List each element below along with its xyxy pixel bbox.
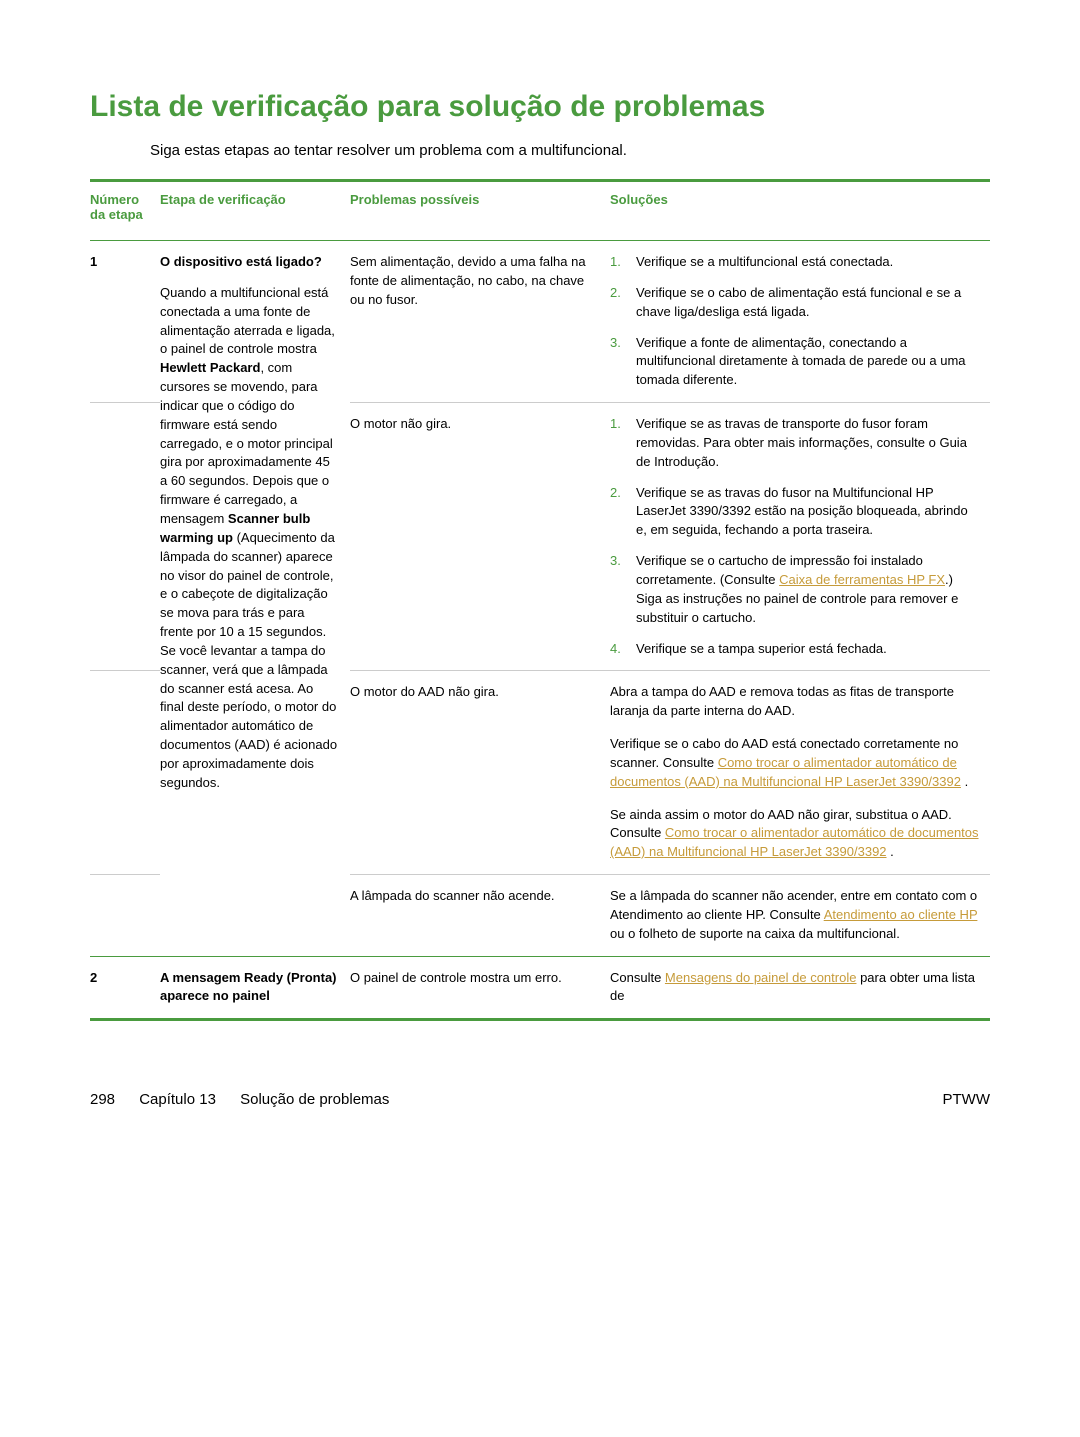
list-item: 2.Verifique se as travas do fusor na Mul…	[610, 484, 980, 541]
troubleshoot-table: Número da etapa Etapa de verificação Pro…	[90, 179, 990, 1021]
sol-text: Abra a tampa do AAD e remova todas as fi…	[610, 683, 980, 721]
page-title: Lista de verificação para solução de pro…	[90, 90, 990, 124]
th-step: Número da etapa	[90, 181, 160, 241]
solution-cell: Abra a tampa do AAD e remova todas as fi…	[610, 671, 990, 875]
panel-messages-link[interactable]: Mensagens do painel de controle	[665, 970, 857, 985]
sol-text: Verifique se a tampa superior está fecha…	[636, 640, 980, 659]
table-row: 1 O dispositivo está ligado? Quando a mu…	[90, 241, 990, 403]
chapter-label: Capítulo 13	[139, 1091, 216, 1108]
step-number: 2	[90, 956, 160, 1020]
sol-text: Verifique a fonte de alimentação, conect…	[636, 334, 980, 391]
sol-text: Verifique se o cabo do AAD está conectad…	[610, 735, 980, 792]
solution-cell: 1.Verifique se as travas de transporte d…	[610, 403, 990, 671]
problem-cell: Sem alimentação, devido a uma falha na f…	[350, 241, 610, 403]
check-bold: A mensagem Ready (Pronta) aparece no pai…	[160, 970, 337, 1004]
sol-num: 1.	[610, 253, 636, 272]
solution-cell: Consulte Mensagens do painel de controle…	[610, 956, 990, 1020]
check-question: O dispositivo está ligado?	[160, 254, 322, 269]
th-solution: Soluções	[610, 181, 990, 241]
th-check: Etapa de verificação	[160, 181, 350, 241]
check-cell: A mensagem Ready (Pronta) aparece no pai…	[160, 956, 350, 1020]
page-number: 298	[90, 1091, 115, 1108]
sol-text: Verifique se o cartucho de impressão foi…	[636, 552, 980, 627]
aad-replace-link[interactable]: Como trocar o alimentador automático de …	[610, 825, 979, 859]
list-item: 4.Verifique se a tampa superior está fec…	[610, 640, 980, 659]
sol-num: 3.	[610, 334, 636, 391]
chapter-title: Solução de problemas	[240, 1091, 389, 1108]
check-cell: O dispositivo está ligado? Quando a mult…	[160, 241, 350, 957]
hp-support-link[interactable]: Atendimento ao cliente HP	[824, 907, 978, 922]
sol-text: Se a lâmpada do scanner não acender, ent…	[610, 887, 980, 944]
sol-text: Verifique se as travas do fusor na Multi…	[636, 484, 980, 541]
step-number: 1	[90, 241, 160, 403]
sol-num: 1.	[610, 415, 636, 472]
problem-cell: O motor do AAD não gira.	[350, 671, 610, 875]
sol-num: 4.	[610, 640, 636, 659]
solution-cell: 1.Verifique se a multifuncional está con…	[610, 241, 990, 403]
list-item: 2.Verifique se o cabo de alimentação est…	[610, 284, 980, 322]
check-text: Quando a multifuncional está conectada a…	[160, 285, 335, 357]
problem-cell: O painel de controle mostra um erro.	[350, 956, 610, 1020]
sol-text: Verifique se a multifuncional está conec…	[636, 253, 980, 272]
footer-right: PTWW	[943, 1091, 990, 1108]
intro-text: Siga estas etapas ao tentar resolver um …	[150, 142, 990, 159]
solution-cell: Se a lâmpada do scanner não acender, ent…	[610, 875, 990, 957]
sol-text: Verifique se as travas de transporte do …	[636, 415, 980, 472]
check-text: , com cursores se movendo, para indicar …	[160, 360, 333, 526]
sol-text: Se ainda assim o motor do AAD não girar,…	[610, 806, 980, 863]
page-footer: 298 Capítulo 13 Solução de problemas PTW…	[90, 1091, 990, 1108]
sol-num: 2.	[610, 484, 636, 541]
problem-cell: A lâmpada do scanner não acende.	[350, 875, 610, 957]
sol-text: Verifique se o cabo de alimentação está …	[636, 284, 980, 322]
list-item: 3.Verifique a fonte de alimentação, cone…	[610, 334, 980, 391]
list-item: 3.Verifique se o cartucho de impressão f…	[610, 552, 980, 627]
sol-num: 2.	[610, 284, 636, 322]
check-bold: Hewlett Packard	[160, 360, 260, 375]
problem-cell: O motor não gira.	[350, 403, 610, 671]
list-item: 1.Verifique se as travas de transporte d…	[610, 415, 980, 472]
list-item: 1.Verifique se a multifuncional está con…	[610, 253, 980, 272]
sol-num: 3.	[610, 552, 636, 627]
th-problem: Problemas possíveis	[350, 181, 610, 241]
toolbox-link[interactable]: Caixa de ferramentas HP FX	[779, 572, 945, 587]
check-text: (Aquecimento da lâmpada do scanner) apar…	[160, 530, 337, 790]
table-row: 2 A mensagem Ready (Pronta) aparece no p…	[90, 956, 990, 1020]
